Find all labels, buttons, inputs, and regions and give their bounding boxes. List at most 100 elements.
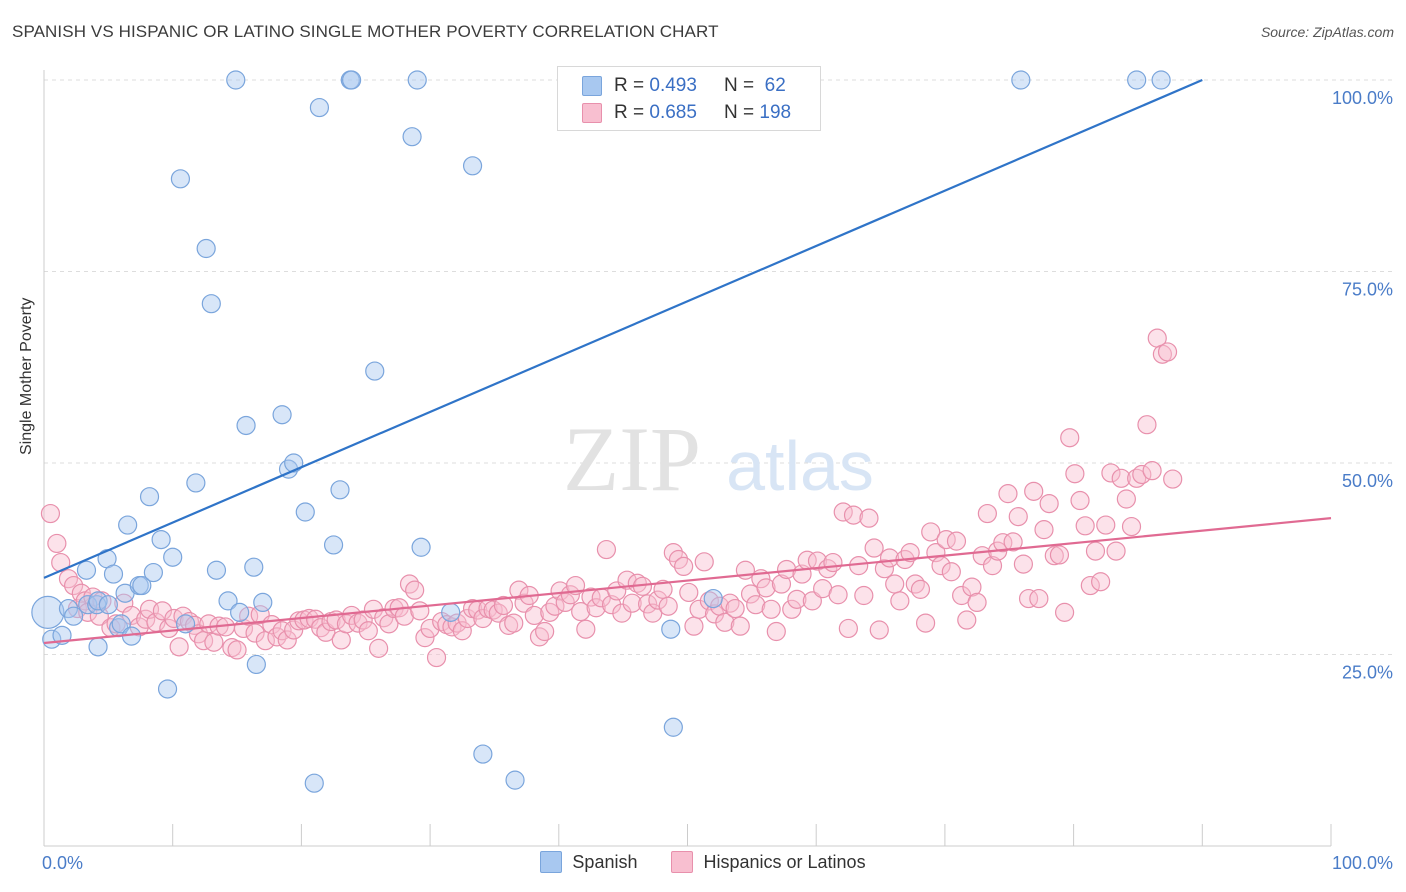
hispanics-point [524, 605, 544, 626]
hispanics-point [725, 598, 745, 619]
hispanics-point [504, 613, 524, 633]
legend-item-spanish: Spanish [540, 851, 637, 873]
spanish-point [402, 127, 422, 147]
legend-n-spanish: N = 62 [724, 75, 786, 96]
hispanics-point [782, 599, 802, 619]
legend-row-hispanics: R = 0.685 N = 198 [582, 101, 804, 125]
hispanics-point [823, 552, 843, 573]
spanish-point [365, 361, 385, 381]
hispanics-point [802, 591, 822, 611]
hispanics-point [586, 598, 606, 618]
y-tick-label: 100.0% [1332, 88, 1393, 108]
hispanics-point [442, 617, 462, 637]
hispanics-point [596, 539, 617, 560]
hispanics-point [885, 574, 905, 594]
hispanics-point [576, 619, 596, 639]
watermark: ZIP atlas [563, 408, 874, 510]
spanish-point [111, 614, 131, 634]
hispanics-point [854, 585, 874, 606]
hispanics-point [284, 620, 304, 640]
hispanics-point [581, 587, 601, 607]
spanish-point [309, 97, 330, 118]
legend-stats: R = 0.493 N = 62 R = 0.685 N = 198 [557, 66, 821, 131]
hispanics-point [245, 623, 265, 643]
hispanics-point [756, 578, 776, 598]
hispanics-point [529, 627, 550, 647]
hispanics-point [843, 505, 864, 525]
hispanics-point [874, 559, 895, 579]
hispanics-point [560, 585, 580, 605]
hispanics-point [915, 613, 936, 633]
hispanics-point [426, 647, 447, 668]
y-tick-label: 50.0% [1342, 471, 1393, 491]
hispanics-point [277, 630, 297, 650]
hispanics-point [941, 562, 961, 582]
y-axis-label: Single Mother Poverty [18, 297, 35, 455]
hispanics-point [369, 638, 389, 658]
spanish-point [661, 619, 681, 639]
hispanics-point [859, 508, 879, 528]
spanish-point [330, 480, 350, 500]
spanish-point [1127, 70, 1147, 90]
spanish-point [64, 606, 84, 626]
hispanics-point [227, 640, 247, 660]
hispanics-point [1163, 469, 1183, 489]
hispanics-point [571, 602, 591, 622]
hispanics-point [1060, 428, 1080, 448]
spanish-point [98, 595, 118, 615]
legend-r-hispanics: R = 0.685 [614, 102, 697, 123]
spanish-point [505, 770, 525, 790]
spanish-point [284, 453, 304, 473]
hispanics-point [1029, 588, 1049, 609]
hispanics-point [787, 589, 807, 609]
tick-labels: 25.0% 50.0% 75.0% 100.0% 0.0% 100.0% [42, 88, 1393, 873]
spanish-point [118, 515, 138, 535]
hispanics-point [483, 600, 503, 620]
hispanics-point [1137, 415, 1157, 435]
hispanics-point [946, 531, 967, 551]
series-spanish-points [31, 70, 1171, 793]
hispanics-point [684, 616, 704, 636]
spanish-point [139, 487, 160, 507]
hispanics-point [694, 552, 714, 572]
hispanics-point [452, 621, 472, 641]
hispanics-point [746, 595, 766, 615]
trend-line-hispanics [43, 517, 1332, 645]
hispanics-point [730, 616, 750, 636]
hispanics-point [766, 621, 786, 642]
spanish-point [663, 717, 683, 737]
hispanics-point [331, 630, 351, 650]
axes [43, 70, 1332, 847]
hispanics-point [658, 596, 678, 616]
spanish-point [157, 679, 178, 699]
y-tick-label: 25.0% [1342, 663, 1393, 683]
hispanics-point [761, 599, 781, 619]
hispanics-point [957, 610, 977, 630]
hispanics-point [1034, 520, 1054, 540]
hispanics-point [648, 590, 668, 610]
series-hispanics-points [40, 328, 1183, 668]
hispanics-point [1142, 461, 1162, 481]
hispanics-point [379, 614, 399, 634]
hispanics-point [869, 620, 889, 640]
legend-label-spanish: Spanish [572, 851, 638, 872]
spanish-point [272, 405, 292, 425]
spanish-point [88, 591, 108, 611]
hispanics-point [341, 605, 362, 626]
spanish-point [246, 654, 266, 675]
hispanics-point [864, 538, 884, 558]
hispanics-point [982, 556, 1003, 576]
hispanics-point [1132, 464, 1152, 485]
legend-n-hispanics: N = 198 [724, 102, 792, 123]
legend-r-spanish: R = 0.493 [614, 75, 697, 96]
spanish-point [462, 156, 483, 176]
spanish-point [244, 557, 264, 577]
hispanics-point [900, 543, 920, 563]
hispanics-point [1106, 541, 1126, 561]
hispanics-point [114, 593, 134, 613]
hispanics-point [1101, 463, 1121, 483]
hispanics-point [962, 577, 982, 597]
hispanics-point [1008, 507, 1028, 527]
spanish-point [76, 560, 97, 580]
hispanics-point [405, 580, 425, 600]
